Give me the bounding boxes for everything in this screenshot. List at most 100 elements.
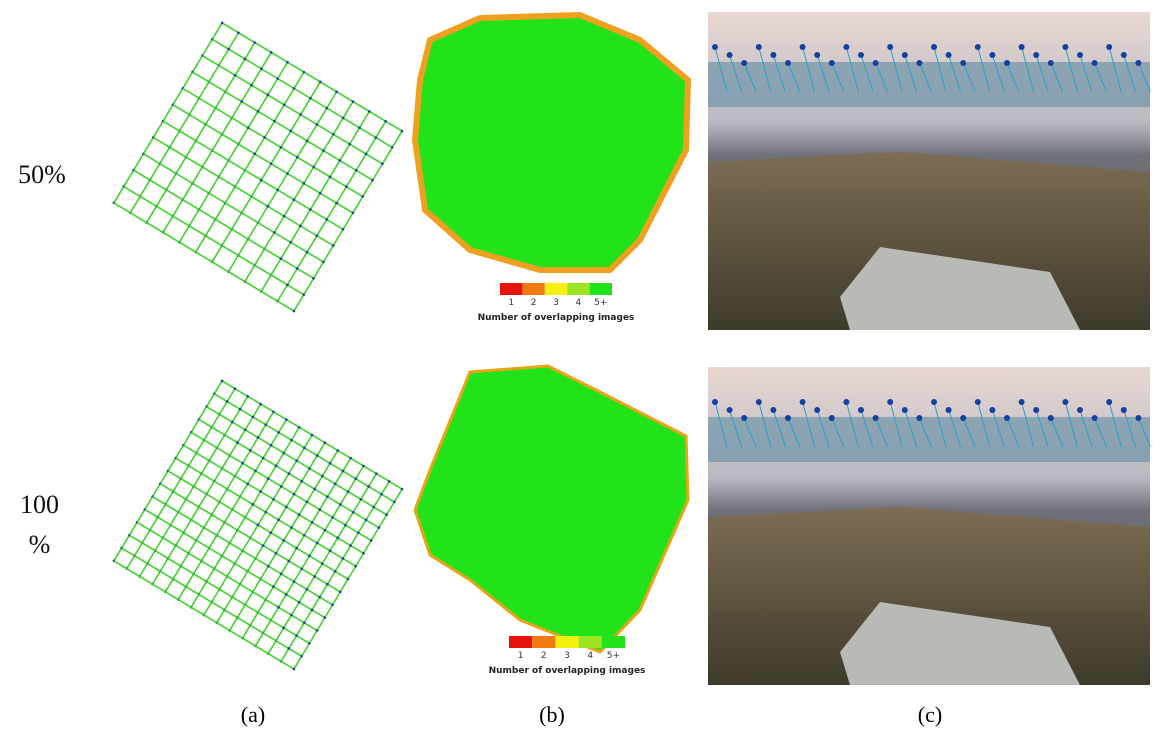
- camera-point: [1048, 60, 1054, 66]
- camera-point: [1033, 407, 1039, 413]
- row-label: 100 %: [12, 485, 67, 565]
- camera-point: [770, 407, 776, 413]
- camera-point: [785, 415, 791, 421]
- legend-title: Number of overlapping images: [489, 666, 646, 676]
- camera-point: [1077, 52, 1083, 58]
- camera-point: [1019, 44, 1025, 50]
- camera-point: [916, 60, 922, 66]
- camera-point: [829, 415, 835, 421]
- legend-tick: 4: [587, 651, 593, 661]
- flight-line: [294, 131, 402, 311]
- legend-tick: 5+: [607, 651, 620, 661]
- legend-swatch: [500, 283, 522, 295]
- flight-line: [147, 43, 255, 223]
- legend-tick: 4: [576, 298, 582, 308]
- flight-line: [202, 56, 382, 164]
- legend-swatch: [602, 636, 625, 648]
- camera-point: [1135, 415, 1141, 421]
- flight-line: [228, 92, 336, 272]
- legend-swatch: [567, 283, 589, 295]
- legend-tick: 2: [531, 298, 537, 308]
- flight-plan: [112, 21, 404, 313]
- camera-point: [1048, 415, 1054, 421]
- camera-point: [1033, 52, 1039, 58]
- flight-line: [114, 203, 294, 311]
- camera-point: [887, 44, 893, 50]
- camera-point: [975, 44, 981, 50]
- legend-swatch: [532, 636, 555, 648]
- camera-point: [1092, 415, 1098, 421]
- legend-tick: 3: [564, 651, 570, 661]
- camera-point: [800, 399, 806, 405]
- legend-tick: 5+: [594, 298, 607, 308]
- flight-line: [137, 522, 317, 630]
- flight-line: [179, 62, 287, 242]
- camera-point: [902, 407, 908, 413]
- camera-point: [1092, 60, 1098, 66]
- flight-line: [160, 484, 340, 592]
- camera-point: [916, 415, 922, 421]
- flight-plan: [112, 379, 404, 671]
- flight-line: [212, 39, 392, 147]
- legend-swatch: [579, 636, 602, 648]
- legend-tick: 1: [518, 651, 524, 661]
- flight-line: [222, 23, 402, 131]
- camera-point: [931, 399, 937, 405]
- flight-line: [212, 82, 320, 262]
- camera-point: [946, 52, 952, 58]
- flight-line: [134, 170, 314, 278]
- camera-point: [946, 407, 952, 413]
- flight-line: [173, 105, 353, 213]
- flight-line: [153, 497, 333, 605]
- legend-swatch: [590, 283, 612, 295]
- panel-caption: (c): [900, 702, 960, 728]
- camera-point: [1077, 407, 1083, 413]
- camera-point: [931, 44, 937, 50]
- camera-point: [1121, 407, 1127, 413]
- camera-band: [708, 417, 1150, 462]
- camera-point: [829, 60, 835, 66]
- legend-swatch: [545, 283, 567, 295]
- legend-tick: 3: [553, 298, 559, 308]
- camera-point: [1106, 399, 1112, 405]
- flight-line: [114, 561, 294, 669]
- camera-point: [741, 415, 747, 421]
- flight-line: [145, 509, 325, 617]
- row-label: 50%: [12, 155, 72, 195]
- camera-point: [712, 44, 718, 50]
- camera-point: [887, 399, 893, 405]
- panel-caption: (b): [522, 702, 582, 728]
- figure: 12345+Number of overlapping images12345+…: [0, 0, 1159, 738]
- camera-point: [727, 407, 733, 413]
- camera-point: [960, 415, 966, 421]
- camera-point: [1019, 399, 1025, 405]
- flight-line: [122, 548, 302, 656]
- camera-point: [1062, 44, 1068, 50]
- camera-point: [1004, 60, 1010, 66]
- figure-graphics: 12345+Number of overlapping images12345+…: [0, 0, 1159, 738]
- camera-point: [756, 44, 762, 50]
- flight-line: [124, 187, 304, 295]
- camera-point: [843, 44, 849, 50]
- camera-point: [873, 415, 879, 421]
- camera-point: [756, 399, 762, 405]
- panel-caption: (a): [223, 702, 283, 728]
- camera-point: [1062, 399, 1068, 405]
- camera-point: [858, 407, 864, 413]
- legend-swatch: [555, 636, 578, 648]
- camera-point: [712, 399, 718, 405]
- camera-point: [843, 399, 849, 405]
- flight-line: [114, 23, 222, 203]
- camera-point: [1004, 415, 1010, 421]
- camera-point: [975, 399, 981, 405]
- camera-point: [1135, 60, 1141, 66]
- flight-line: [193, 72, 373, 180]
- flight-line: [163, 121, 343, 229]
- flight-line: [153, 137, 333, 245]
- camera-point: [785, 60, 791, 66]
- flight-line: [196, 72, 304, 252]
- camera-point: [814, 52, 820, 58]
- flight-line: [261, 111, 369, 291]
- camera-point: [727, 52, 733, 58]
- camera-point: [873, 60, 879, 66]
